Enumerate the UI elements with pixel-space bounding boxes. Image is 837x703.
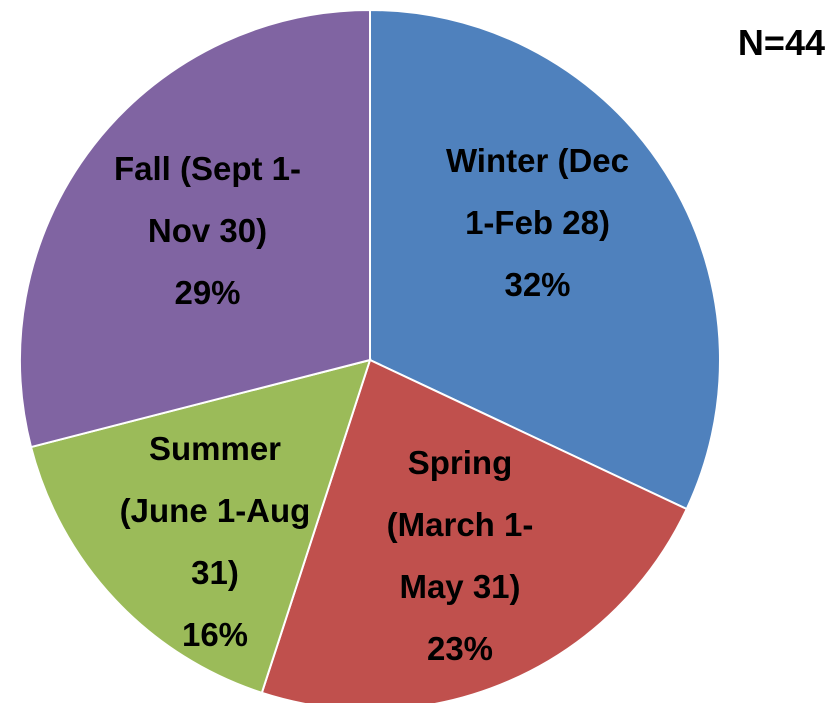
slice-label: Fall (Sept 1-Nov 30) 29% — [95, 138, 320, 324]
slice-label: Summer (June 1-Aug 31) 16% — [115, 418, 315, 666]
sample-size: N=44 — [737, 22, 825, 63]
category: Summer (June 1-Aug 31) — [119, 430, 311, 591]
value-label: 23% — [426, 630, 494, 667]
value-label: 29% — [174, 274, 241, 311]
category: Fall (Sept 1-Nov 30) — [113, 150, 302, 249]
pie-slice — [29, 358, 372, 695]
slice-label: Spring (March 1-May 31) 23% — [360, 432, 560, 680]
pie-slice — [369, 8, 721, 511]
pie-slice — [260, 358, 689, 703]
pie-slice — [19, 8, 371, 449]
category: Winter (Dec 1-Feb 28) — [445, 142, 630, 241]
value-label: 32% — [504, 266, 571, 303]
category: Spring (March 1-May 31) — [386, 444, 534, 605]
slice-label: Winter (Dec 1-Feb 28) 32% — [445, 130, 630, 316]
value-label: 16% — [181, 616, 249, 653]
